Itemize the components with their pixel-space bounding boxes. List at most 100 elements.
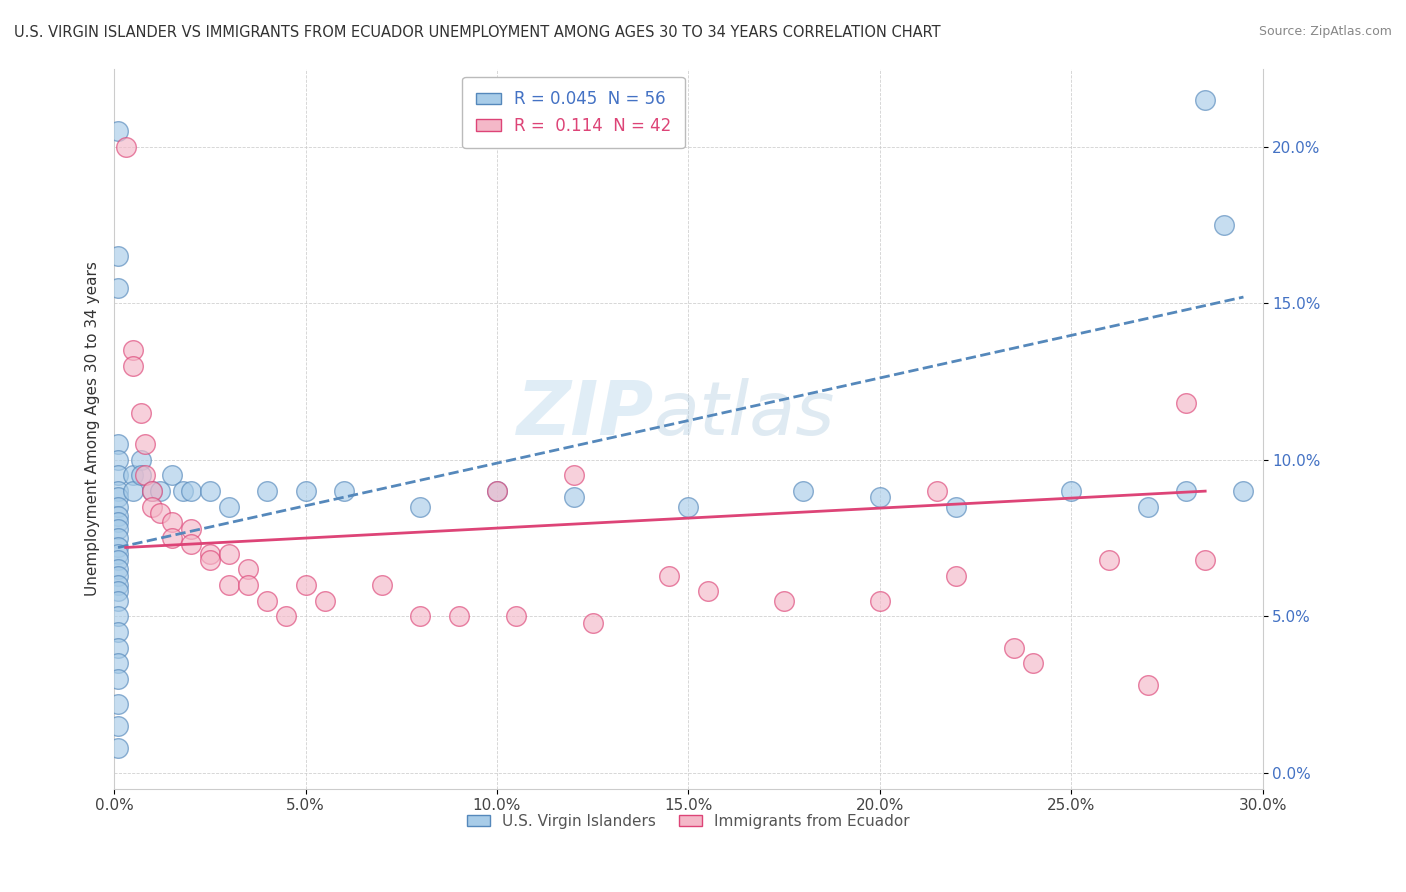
- Point: [447, 609, 470, 624]
- Point: [485, 484, 508, 499]
- Point: [1098, 553, 1121, 567]
- Point: [129, 406, 152, 420]
- Point: [198, 553, 221, 567]
- Point: [1175, 484, 1198, 499]
- Point: [107, 249, 129, 263]
- Point: [218, 500, 240, 514]
- Point: [1002, 640, 1025, 655]
- Point: [107, 609, 129, 624]
- Point: [678, 500, 700, 514]
- Point: [945, 500, 967, 514]
- Point: [256, 593, 278, 607]
- Point: [582, 615, 605, 630]
- Text: atlas: atlas: [654, 378, 835, 450]
- Point: [107, 625, 129, 640]
- Point: [276, 609, 298, 624]
- Point: [218, 547, 240, 561]
- Point: [149, 506, 172, 520]
- Point: [869, 593, 891, 607]
- Point: [114, 140, 136, 154]
- Point: [149, 484, 172, 499]
- Point: [107, 697, 129, 711]
- Point: [107, 553, 129, 567]
- Point: [218, 578, 240, 592]
- Point: [107, 453, 129, 467]
- Point: [107, 740, 129, 755]
- Point: [371, 578, 394, 592]
- Point: [160, 531, 183, 545]
- Point: [1060, 484, 1083, 499]
- Point: [107, 578, 129, 592]
- Point: [107, 531, 129, 545]
- Point: [107, 516, 129, 530]
- Point: [792, 484, 814, 499]
- Point: [238, 578, 260, 592]
- Point: [107, 437, 129, 451]
- Point: [107, 484, 129, 499]
- Point: [1136, 500, 1159, 514]
- Point: [869, 491, 891, 505]
- Point: [107, 522, 129, 536]
- Point: [314, 593, 336, 607]
- Point: [160, 516, 183, 530]
- Point: [134, 468, 156, 483]
- Point: [773, 593, 796, 607]
- Point: [141, 484, 163, 499]
- Point: [107, 509, 129, 524]
- Point: [107, 657, 129, 671]
- Point: [180, 522, 202, 536]
- Point: [927, 484, 949, 499]
- Point: [1213, 218, 1236, 232]
- Point: [129, 468, 152, 483]
- Point: [1136, 678, 1159, 692]
- Text: Source: ZipAtlas.com: Source: ZipAtlas.com: [1258, 25, 1392, 38]
- Point: [122, 468, 145, 483]
- Point: [107, 672, 129, 686]
- Point: [180, 537, 202, 551]
- Point: [107, 500, 129, 514]
- Point: [945, 568, 967, 582]
- Point: [180, 484, 202, 499]
- Y-axis label: Unemployment Among Ages 30 to 34 years: Unemployment Among Ages 30 to 34 years: [86, 261, 100, 596]
- Point: [658, 568, 681, 582]
- Point: [294, 484, 316, 499]
- Point: [562, 468, 585, 483]
- Point: [122, 484, 145, 499]
- Point: [122, 359, 145, 373]
- Point: [107, 562, 129, 576]
- Point: [238, 562, 260, 576]
- Point: [107, 719, 129, 733]
- Point: [696, 584, 718, 599]
- Point: [198, 484, 221, 499]
- Point: [409, 500, 432, 514]
- Point: [129, 453, 152, 467]
- Point: [107, 468, 129, 483]
- Point: [107, 280, 129, 294]
- Point: [409, 609, 432, 624]
- Point: [294, 578, 316, 592]
- Point: [1175, 396, 1198, 410]
- Point: [122, 343, 145, 358]
- Point: [172, 484, 194, 499]
- Point: [160, 468, 183, 483]
- Point: [198, 547, 221, 561]
- Point: [107, 491, 129, 505]
- Point: [107, 568, 129, 582]
- Point: [333, 484, 356, 499]
- Point: [505, 609, 527, 624]
- Point: [107, 547, 129, 561]
- Point: [107, 124, 129, 138]
- Point: [134, 437, 156, 451]
- Point: [1194, 553, 1216, 567]
- Text: U.S. VIRGIN ISLANDER VS IMMIGRANTS FROM ECUADOR UNEMPLOYMENT AMONG AGES 30 TO 34: U.S. VIRGIN ISLANDER VS IMMIGRANTS FROM …: [14, 25, 941, 40]
- Point: [107, 640, 129, 655]
- Legend: U.S. Virgin Islanders, Immigrants from Ecuador: U.S. Virgin Islanders, Immigrants from E…: [461, 807, 915, 835]
- Point: [562, 491, 585, 505]
- Point: [1022, 657, 1045, 671]
- Point: [141, 500, 163, 514]
- Text: ZIP: ZIP: [516, 377, 654, 450]
- Point: [1232, 484, 1254, 499]
- Point: [107, 541, 129, 555]
- Point: [107, 584, 129, 599]
- Point: [485, 484, 508, 499]
